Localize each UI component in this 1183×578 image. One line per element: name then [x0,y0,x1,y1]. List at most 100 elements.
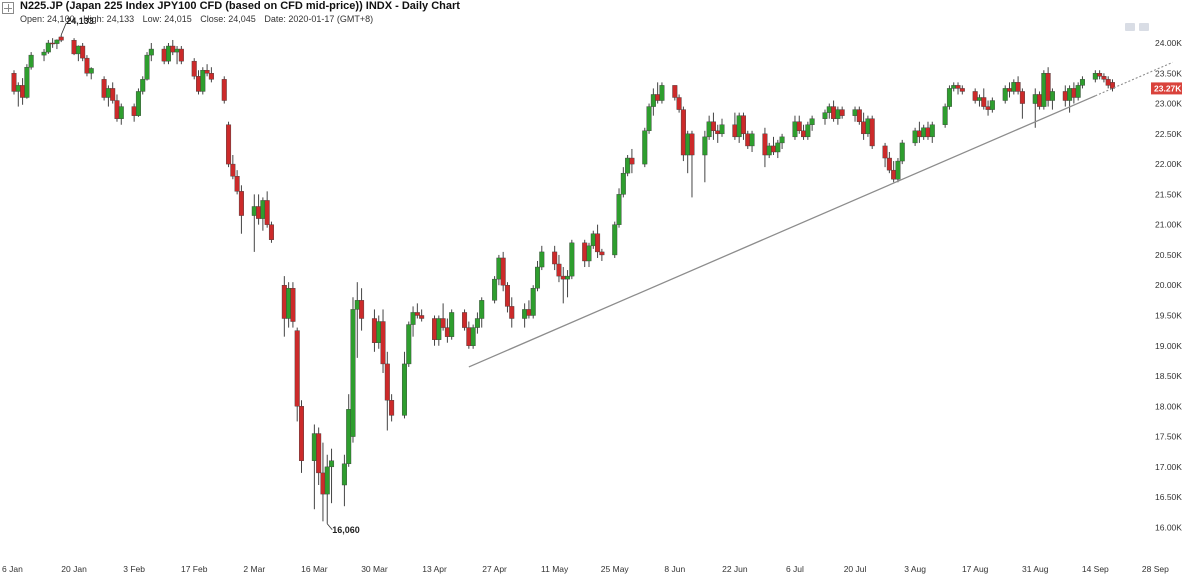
down-candle [298,400,304,473]
candle-body [316,433,322,474]
candle-body [899,142,905,162]
up-candle [642,127,648,168]
up-candle [775,139,781,159]
down-candle [981,88,987,110]
up-candle [406,321,412,367]
up-candle [118,103,124,125]
down-candle [762,127,768,168]
candle-body [732,124,738,138]
down-candle [371,309,377,352]
up-candle [685,130,691,174]
candle-body [264,200,270,225]
y-tick-label: 18.00K [1155,401,1182,411]
candle-body [54,39,60,44]
down-candle [1045,67,1051,107]
candle-body [320,472,326,495]
down-candle [560,267,566,304]
candle-body [324,466,330,495]
down-candle [1015,76,1021,95]
down-candle [1037,91,1043,110]
up-candle [929,121,935,143]
up-candle [1002,85,1008,104]
down-candle [161,46,167,65]
candle-body [1037,94,1043,107]
candle-body [831,106,837,119]
down-candle [414,303,420,319]
candle-body [174,48,180,53]
up-candle [1041,70,1047,110]
chart-header: N225.JP (Japan 225 Index JPY100 CFD (bas… [0,0,1183,31]
candle-body [281,285,287,319]
candle-body [959,88,965,92]
screenshot-icon[interactable] [1125,23,1135,31]
candle-body [268,224,274,240]
up-candle [41,49,47,62]
candle-body [702,136,708,156]
candle-body [865,118,871,135]
up-candle [401,351,407,419]
candle-body [586,245,592,262]
up-candle [719,118,725,137]
x-tick-label: 27 Apr [482,564,507,574]
down-candle [440,303,446,331]
up-candle [135,88,141,117]
y-tick-label: 23.50K [1155,68,1182,78]
x-tick-label: 3 Aug [904,564,926,574]
y-tick-label: 17.00K [1155,462,1182,472]
up-candle [311,424,317,510]
candle-body [140,79,146,92]
candle-body [350,309,356,437]
up-candle [835,106,841,125]
candle-body [835,109,841,119]
up-candle [492,276,498,304]
down-candle [985,100,991,116]
candle-body [191,60,197,77]
down-candle [419,309,425,322]
candle-body [719,124,725,135]
candle-body [530,288,536,316]
up-candle [586,242,592,268]
y-tick-label: 17.50K [1155,432,1182,442]
down-candle [1071,82,1077,104]
y-tick-label: 16.50K [1155,492,1182,502]
down-candle [676,94,682,113]
candle-body [869,118,875,147]
up-candle [15,82,21,107]
candle-body [625,157,631,174]
up-candle [522,303,528,328]
candle-body [582,242,588,262]
crosshair-icon[interactable] [2,2,14,14]
up-candle [659,82,665,104]
down-candle [972,88,978,104]
candle-body [595,233,601,253]
candle-body [1079,79,1085,86]
candle-body [208,73,214,80]
x-tick-label: 20 Jul [844,564,867,574]
down-candle [801,124,807,140]
candle-body [1002,88,1008,101]
down-candle [294,327,300,422]
up-candle [749,130,755,152]
candle-body [470,327,476,346]
y-tick-label: 21.00K [1155,220,1182,230]
up-candle [410,306,416,337]
candle-body [565,275,571,280]
up-candle [140,76,146,95]
settings-icon[interactable] [1139,23,1149,31]
candle-body [925,127,931,138]
candle-body [715,130,721,135]
down-candle [389,394,395,422]
down-candle [380,309,386,373]
up-candle [809,115,815,131]
candle-body [1041,73,1047,107]
candle-body [509,306,515,319]
up-candle [612,221,618,258]
low-pointer [326,523,333,531]
candle-body [221,79,227,101]
down-candle [131,103,137,122]
high-label: High: [83,14,105,24]
candle-body [230,163,236,177]
x-tick-label: 25 May [601,564,630,574]
down-candle [1007,82,1013,98]
